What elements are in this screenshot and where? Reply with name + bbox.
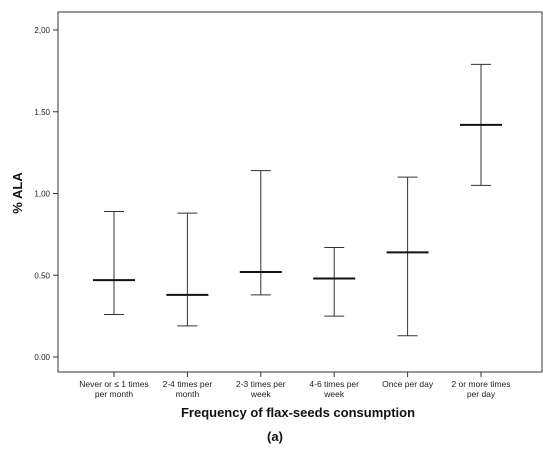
x-category-label: Once per day bbox=[382, 379, 434, 389]
error-bar bbox=[313, 246, 356, 317]
panel-label: (a) bbox=[267, 429, 283, 444]
x-category-label: week bbox=[323, 389, 345, 399]
y-tick-label: 0.00 bbox=[34, 353, 50, 362]
x-category-label: per month bbox=[95, 389, 134, 399]
x-category-label: 2 or more times bbox=[451, 379, 510, 389]
x-category-label: 2-3 times per bbox=[236, 379, 286, 389]
error-bar bbox=[93, 210, 135, 315]
x-axis-ticks bbox=[113, 372, 482, 377]
x-category-label: month bbox=[176, 389, 200, 399]
x-category-label: 2-4 times per bbox=[163, 379, 213, 389]
x-category-label: Never or ≤ 1 times bbox=[79, 379, 148, 389]
error-bar bbox=[239, 170, 282, 296]
y-axis-title: % ALA bbox=[10, 172, 25, 214]
plot-frame bbox=[57, 11, 543, 373]
error-bar bbox=[460, 63, 502, 186]
error-bars bbox=[93, 63, 502, 337]
y-tick-label: 0.50 bbox=[34, 271, 50, 280]
y-tick-label: 2,00 bbox=[34, 26, 50, 35]
y-tick-label: 1,00 bbox=[34, 190, 50, 199]
x-axis-title: Frequency of flax-seeds consumption bbox=[181, 405, 415, 420]
error-bar bbox=[386, 176, 429, 337]
y-axis-ticks: 0.00 0.50 1,00 1.50 2,00 bbox=[34, 26, 58, 362]
x-category-label: 4-6 times per bbox=[309, 379, 359, 389]
y-tick-label: 1.50 bbox=[34, 108, 50, 117]
error-bar bbox=[166, 212, 209, 327]
x-category-label: per day bbox=[467, 389, 496, 399]
x-category-label: week bbox=[250, 389, 272, 399]
